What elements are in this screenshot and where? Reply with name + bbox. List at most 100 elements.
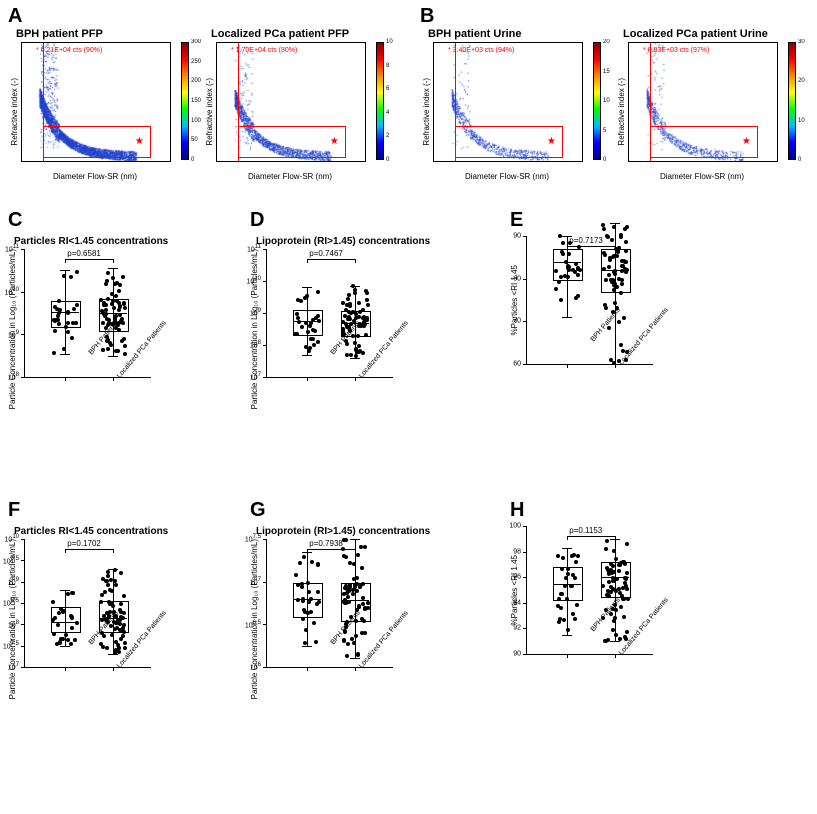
data-point xyxy=(123,306,127,310)
y-axis-label: Refractive index (-) xyxy=(422,78,431,146)
data-point xyxy=(565,597,569,601)
data-point xyxy=(577,245,581,249)
data-point xyxy=(113,568,117,572)
data-point xyxy=(114,294,118,298)
scatter-pair-A: BPH patient PFPRefractive index (-)★* 6.… xyxy=(10,26,392,181)
data-point xyxy=(347,293,351,297)
data-point xyxy=(118,608,122,612)
data-point xyxy=(100,631,104,635)
data-point xyxy=(294,573,298,577)
data-point xyxy=(100,593,104,597)
data-point xyxy=(118,283,122,287)
plot-C: Particles RI<1.45 concentrationsParticle… xyxy=(8,236,168,409)
data-point xyxy=(626,597,630,601)
data-point xyxy=(564,576,568,580)
data-point xyxy=(623,581,627,585)
data-point xyxy=(603,253,607,257)
data-point xyxy=(361,308,365,312)
data-point xyxy=(344,308,348,312)
data-point xyxy=(561,252,565,256)
data-point xyxy=(307,590,311,594)
data-point xyxy=(107,321,111,325)
gate-annotation: * 3.40E+03 cts (94%) xyxy=(448,47,514,54)
data-point xyxy=(355,589,359,593)
plot-H: %Particles <RI 1.459092949698100BPH Pati… xyxy=(510,526,653,655)
data-point xyxy=(341,547,345,551)
data-point xyxy=(361,602,365,606)
data-point xyxy=(345,654,349,658)
data-point xyxy=(115,299,119,303)
data-point xyxy=(296,298,300,302)
data-point xyxy=(307,600,311,604)
data-point xyxy=(123,641,127,645)
panel-label-A: A xyxy=(8,6,392,26)
data-point xyxy=(123,646,127,650)
data-point xyxy=(619,605,623,609)
data-point xyxy=(557,280,561,284)
data-point xyxy=(574,560,578,564)
data-point xyxy=(609,358,613,362)
data-point xyxy=(575,603,579,607)
data-point xyxy=(105,646,109,650)
data-point xyxy=(571,268,575,272)
data-point xyxy=(570,584,574,588)
data-point xyxy=(625,587,629,591)
panel-label-D: D xyxy=(250,210,430,230)
panel-D-group: D Lipoprotein (RI>1.45) concentrationsPa… xyxy=(250,210,430,409)
data-point xyxy=(607,326,611,330)
data-point xyxy=(110,602,114,606)
data-point xyxy=(112,620,116,624)
data-point xyxy=(117,328,121,332)
data-point xyxy=(615,577,619,581)
data-point xyxy=(303,610,307,614)
data-point xyxy=(364,333,368,337)
plot-area: 10810910101011BPH PatientsLocalized PCa … xyxy=(24,249,151,378)
data-point xyxy=(106,583,110,587)
data-point xyxy=(354,312,358,316)
data-point xyxy=(613,301,617,305)
data-point xyxy=(604,278,608,282)
data-point xyxy=(113,614,117,618)
data-point xyxy=(356,653,360,657)
scatter-plot-area: ★* 8.83E+03 cts (97%)1.31.41.51.61.71.80… xyxy=(628,42,778,162)
data-point xyxy=(607,265,611,269)
data-point xyxy=(567,252,571,256)
data-point xyxy=(118,313,122,317)
data-point xyxy=(296,598,300,602)
data-point xyxy=(625,225,629,229)
data-point xyxy=(348,329,352,333)
x-axis-label: Diameter Flow-SR (nm) xyxy=(433,172,581,181)
data-point xyxy=(613,616,617,620)
data-point xyxy=(625,630,629,634)
data-point xyxy=(611,628,615,632)
data-point xyxy=(119,602,123,606)
data-point xyxy=(109,578,113,582)
data-point xyxy=(317,600,321,604)
data-point xyxy=(625,542,629,546)
panel-label-B: B xyxy=(420,6,804,26)
data-point xyxy=(313,329,317,333)
panel-A-group: A BPH patient PFPRefractive index (-)★* … xyxy=(8,6,392,181)
data-point xyxy=(353,341,357,345)
data-point xyxy=(70,626,74,630)
data-point xyxy=(617,563,621,567)
data-point xyxy=(312,343,316,347)
data-point xyxy=(69,275,73,279)
scatter-B2: Localized PCa patient UrineRefractive in… xyxy=(617,26,804,181)
data-point xyxy=(55,318,59,322)
data-point xyxy=(316,290,320,294)
data-point xyxy=(341,333,345,337)
data-point xyxy=(624,249,628,253)
data-point xyxy=(615,306,619,310)
data-point xyxy=(70,615,74,619)
data-point xyxy=(360,566,364,570)
data-point xyxy=(607,594,611,598)
data-point xyxy=(341,327,345,331)
data-point xyxy=(304,628,308,632)
data-point xyxy=(612,254,616,258)
data-point xyxy=(361,351,365,355)
data-point xyxy=(351,592,355,596)
data-point xyxy=(75,621,79,625)
data-point xyxy=(312,621,316,625)
data-point xyxy=(625,350,629,354)
